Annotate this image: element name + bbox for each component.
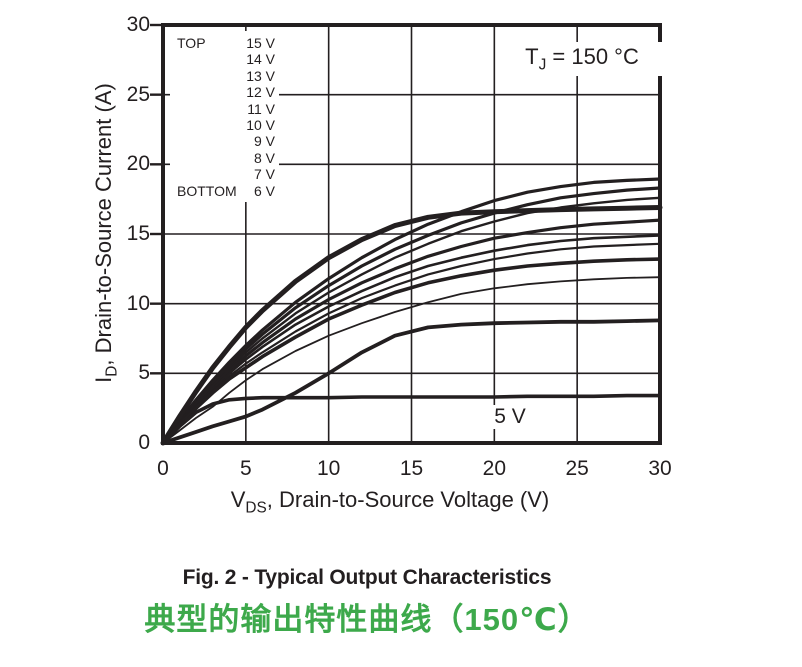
legend-row: 8 V	[177, 150, 275, 166]
legend-gate-voltage: 14 V	[246, 51, 275, 68]
legend-row: 13 V	[177, 68, 275, 84]
y-tick-label: 20	[126, 152, 150, 176]
legend-gate-voltage: 10 V	[246, 117, 275, 134]
curve-vgs-12v	[160, 205, 663, 446]
x-axis-text: , Drain-to-Source Voltage (V)	[266, 487, 550, 512]
x-tick-label: 15	[399, 457, 424, 480]
chart-canvas	[150, 23, 663, 446]
x-axis-symbol: V	[230, 487, 246, 512]
y-tick-label: 15	[126, 222, 150, 245]
legend-row: 12 V	[177, 84, 275, 100]
curve-vgs-5v	[161, 393, 662, 445]
legend-row: 9 V	[177, 133, 275, 149]
plot-frame	[161, 23, 662, 445]
legend-row: TOP 15 V	[177, 35, 275, 51]
legend-gate-voltage: 9 V	[253, 133, 275, 150]
tj-subscript: J	[538, 56, 547, 74]
legend-gate-voltage: 11 V	[247, 100, 275, 117]
x-axis-title: VDS, Drain-to-Source Voltage (V)	[60, 487, 720, 517]
x-tick-label: 25	[565, 457, 589, 480]
tj-value: = 150 °C	[546, 44, 639, 69]
legend-row: BOTTOM 6 V	[177, 183, 275, 199]
legend-position-marker: TOP	[177, 35, 206, 51]
curve-vgs-10v	[161, 234, 662, 445]
legend-position-marker: BOTTOM	[177, 182, 237, 199]
legend-gate-voltage: 15 V	[246, 35, 275, 51]
legend-gate-voltage: 7 V	[253, 166, 275, 183]
y-tick-label: 30	[126, 13, 150, 36]
y-tick-label: 5	[138, 361, 150, 385]
curve-vgs-14v	[161, 186, 662, 445]
curve-vgs-11v	[161, 218, 662, 445]
legend-gate-voltage: 6 V	[253, 182, 275, 199]
curve-vgs-8v	[161, 257, 662, 445]
x-tick-label: 5	[239, 457, 252, 480]
legend-row: 10 V	[177, 117, 275, 133]
x-tick-label: 10	[316, 457, 341, 480]
x-axis-subscript: DS	[245, 499, 267, 517]
x-tick-label: 30	[648, 457, 672, 480]
y-tick-label: 25	[126, 82, 150, 106]
figure-caption-chinese: 典型的输出特性曲线（150℃）	[144, 602, 590, 637]
figure-caption-english: Fig. 2 - Typical Output Characteristics	[182, 566, 552, 589]
curve-vgs-7v	[162, 276, 661, 444]
y-tick-label: 10	[126, 291, 150, 315]
junction-temperature-annotation: TJ = 150 °C	[502, 42, 662, 77]
y-tick-label: 0	[138, 431, 150, 454]
x-tick-label: 20	[482, 457, 506, 480]
legend-gate-voltage: 12 V	[246, 84, 275, 101]
x-tick-label: 0	[157, 457, 169, 480]
legend-row: 14 V	[177, 51, 275, 67]
legend-row: 11 V	[177, 101, 275, 117]
legend-gate-voltage: 8 V	[253, 149, 275, 166]
legend-gate-voltage: 13 V	[246, 67, 275, 84]
curve-label-5v: 5 V	[481, 405, 539, 429]
tj-symbol: T	[525, 44, 539, 69]
curve-vgs-6v	[161, 318, 662, 445]
legend-row: 7 V	[177, 166, 275, 182]
